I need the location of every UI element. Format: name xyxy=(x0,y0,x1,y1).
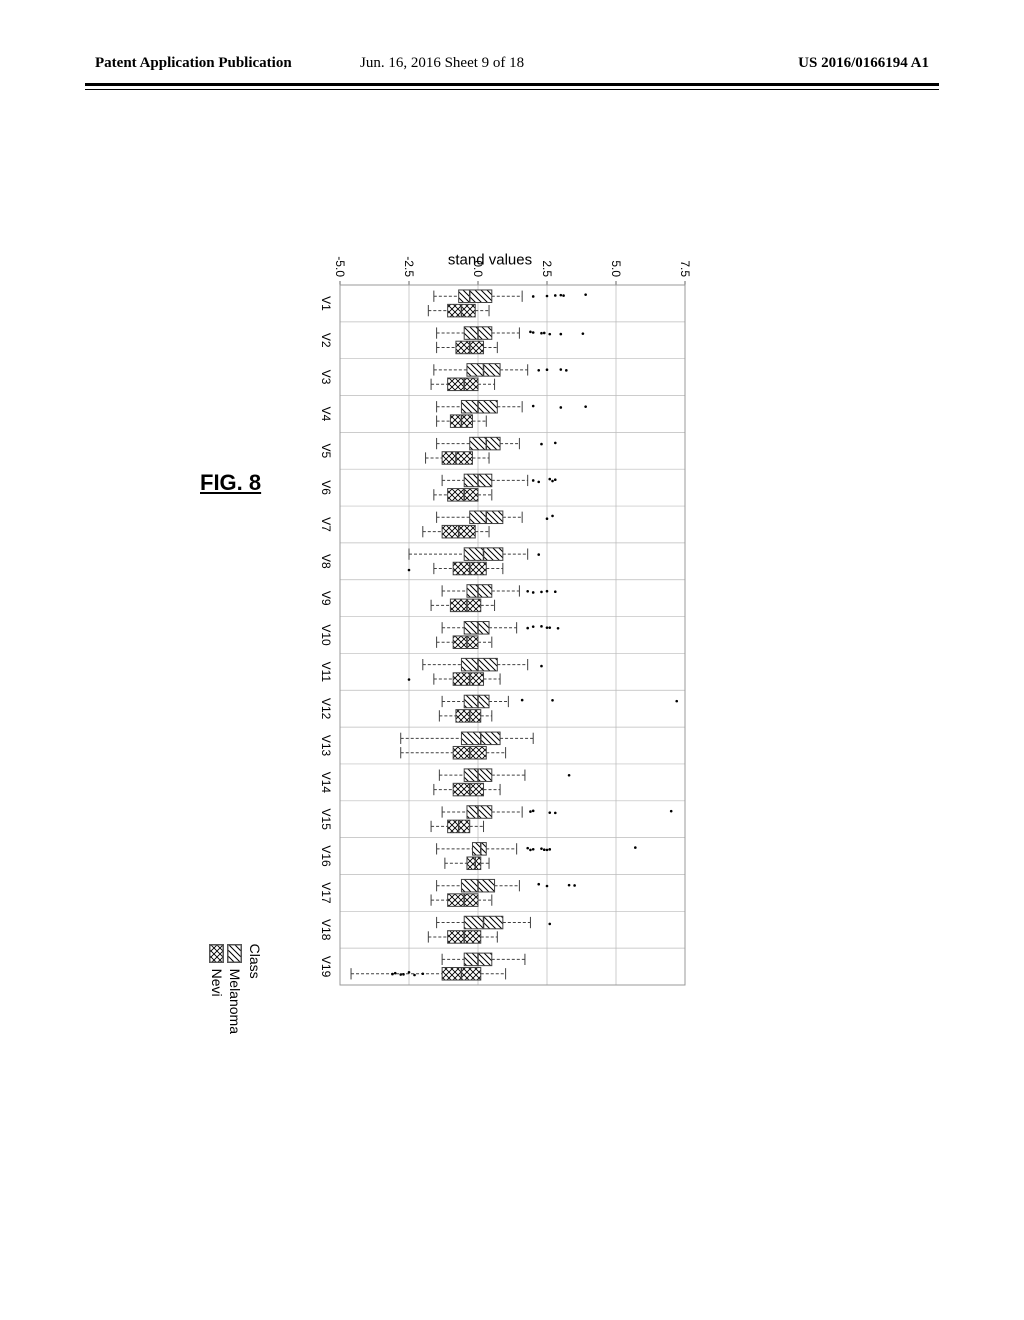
legend-swatch-melanoma xyxy=(228,944,243,963)
svg-text:V11: V11 xyxy=(319,662,333,683)
svg-text:V8: V8 xyxy=(319,554,333,569)
svg-text:V15: V15 xyxy=(319,809,333,831)
svg-text:2.5: 2.5 xyxy=(540,260,554,277)
legend-label-melanoma: Melanoma xyxy=(227,969,243,1034)
svg-text:5.0: 5.0 xyxy=(609,260,623,277)
patent-header-left: Patent Application Publication xyxy=(95,55,292,72)
svg-text:V14: V14 xyxy=(319,772,333,794)
svg-text:V6: V6 xyxy=(319,480,333,495)
figure-label: FIG. 8 xyxy=(200,470,261,496)
header-rule-thick xyxy=(85,83,939,86)
boxplot-svg: -5.0-2.50.02.55.07.5V1V2V3V4V5V6V7V8V9V1… xyxy=(285,240,695,1020)
svg-text:V18: V18 xyxy=(319,919,333,941)
y-axis-label: stand values xyxy=(448,252,532,269)
patent-header-right: US 2016/0166194 A1 xyxy=(798,55,929,72)
svg-text:V17: V17 xyxy=(319,882,333,904)
svg-text:V9: V9 xyxy=(319,591,333,606)
svg-text:V12: V12 xyxy=(319,698,333,720)
svg-text:7.5: 7.5 xyxy=(678,260,692,277)
header-rule-thin xyxy=(85,89,939,90)
legend-swatch-nevi xyxy=(210,944,225,963)
chart-legend: Class Melanoma Nevi xyxy=(207,944,263,1034)
legend-title: Class xyxy=(247,944,263,1034)
svg-text:V7: V7 xyxy=(319,517,333,532)
legend-item-nevi: Nevi xyxy=(209,944,225,1034)
svg-text:V5: V5 xyxy=(319,443,333,458)
svg-text:V3: V3 xyxy=(319,370,333,385)
svg-text:V2: V2 xyxy=(319,333,333,348)
svg-text:V19: V19 xyxy=(319,956,333,978)
legend-label-nevi: Nevi xyxy=(209,969,225,997)
svg-text:V16: V16 xyxy=(319,845,333,867)
svg-text:-2.5: -2.5 xyxy=(402,256,416,277)
legend-item-melanoma: Melanoma xyxy=(227,944,243,1034)
svg-text:V10: V10 xyxy=(319,624,333,646)
svg-text:V4: V4 xyxy=(319,407,333,422)
svg-text:-5.0: -5.0 xyxy=(333,256,347,277)
svg-text:V13: V13 xyxy=(319,735,333,757)
svg-text:V1: V1 xyxy=(319,296,333,311)
patent-header-center: Jun. 16, 2016 Sheet 9 of 18 xyxy=(360,55,524,72)
figure-8-chart: stand values -5.0-2.50.02.55.07.5V1V2V3V… xyxy=(285,240,695,1020)
